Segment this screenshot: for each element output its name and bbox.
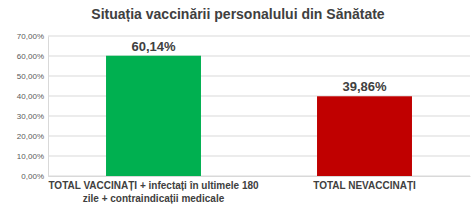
- y-tick-label: 70,00%: [17, 32, 44, 41]
- y-tick: 40,00%: [17, 92, 48, 101]
- y-tick-label: 40,00%: [17, 92, 44, 101]
- bar: [106, 56, 201, 176]
- y-axis-line: [48, 37, 49, 177]
- data-label: 60,14%: [131, 39, 176, 54]
- data-label: 39,86%: [342, 79, 387, 94]
- y-tick-label: 10,00%: [17, 152, 44, 161]
- y-tick: 10,00%: [17, 152, 48, 161]
- y-tick: 70,00%: [17, 32, 48, 41]
- y-tick: 20,00%: [17, 132, 48, 141]
- x-tick-label: TOTAL NEVACCINAȚI: [313, 180, 416, 191]
- x-axis: TOTAL VACCINAȚI + infectați în ultimele …: [48, 176, 470, 204]
- plot: 0,00% 10,00% 20,00% 30,00% 40,00% 50,00% 60,00…: [17, 32, 471, 204]
- title: Situația vaccinării personalului din Săn…: [91, 6, 385, 22]
- x-tick: TOTAL VACCINAȚI + infectați în ultimele …: [48, 176, 259, 204]
- x-axis-line: [49, 176, 471, 177]
- y-tick: 50,00%: [17, 72, 48, 81]
- y-tick-label: 50,00%: [17, 72, 44, 81]
- y-tick-label: 30,00%: [17, 112, 44, 121]
- grid: [48, 36, 470, 176]
- bars: [106, 56, 412, 176]
- chart: Situația vaccinării personalului din Săn…: [0, 0, 476, 220]
- y-tick: 30,00%: [17, 112, 48, 121]
- y-tick-label: 0,00%: [21, 172, 44, 181]
- x-tick-label: TOTAL VACCINAȚI + infectați în ultimele …: [48, 180, 259, 204]
- x-tick: TOTAL NEVACCINAȚI: [313, 176, 416, 191]
- y-tick-label: 60,00%: [17, 52, 44, 61]
- y-axis: 0,00% 10,00% 20,00% 30,00% 40,00% 50,00% 60,00…: [17, 32, 49, 181]
- grid-line: [48, 36, 470, 37]
- data-labels: 60,14% 39,86%: [131, 39, 387, 95]
- y-tick: 60,00%: [17, 52, 48, 61]
- y-tick: 0,00%: [21, 172, 48, 181]
- bar: [317, 96, 412, 176]
- y-tick-label: 20,00%: [17, 132, 44, 141]
